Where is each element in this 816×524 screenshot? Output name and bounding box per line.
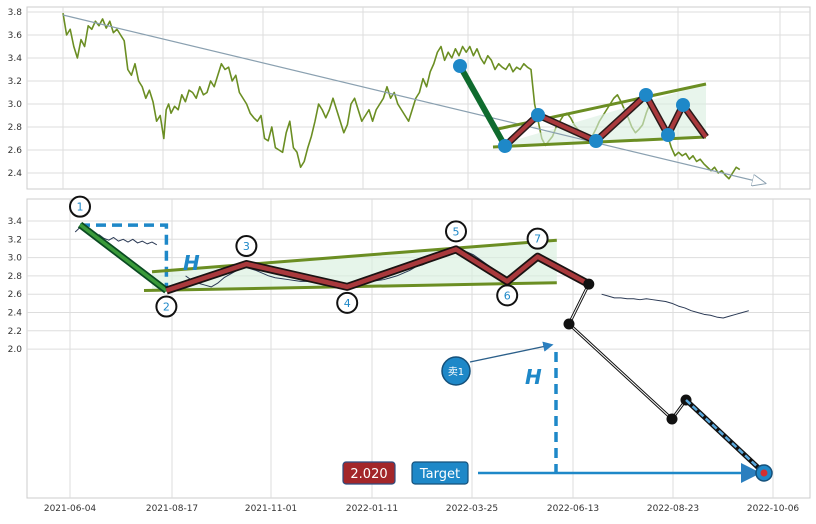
y-tick-label: 2.6 bbox=[8, 290, 23, 300]
pattern-point-marker bbox=[445, 220, 467, 243]
y-tick-label: 2.0 bbox=[8, 345, 23, 355]
pattern-point-marker bbox=[526, 227, 549, 250]
detail-plot-area bbox=[26, 198, 811, 499]
height-label-right: H bbox=[525, 365, 542, 389]
sell-arrow bbox=[469, 341, 554, 363]
detail-y-tick-labels: 2.0 2.2 2.4 2.6 2.8 3.0 3.2 3.4 bbox=[8, 217, 23, 355]
y-tick-label: 2.4 bbox=[8, 169, 23, 179]
zigzag-line bbox=[165, 247, 590, 293]
detail-x-tick-labels: 2021-06-04 2021-08-17 2021-11-01 2022-01-11… bbox=[44, 504, 800, 514]
pattern-point-marker bbox=[155, 295, 178, 318]
projection-dot bbox=[583, 278, 595, 290]
y-tick-label: 2.8 bbox=[8, 272, 23, 282]
y-tick-label: 3.4 bbox=[8, 54, 23, 64]
overview-grid bbox=[27, 7, 810, 189]
pattern-dot bbox=[639, 88, 653, 102]
height-measure-left bbox=[80, 223, 169, 291]
target-value-badge: 2.020 bbox=[342, 461, 396, 485]
x-tick-label: 2022-06-13 bbox=[547, 504, 599, 514]
y-tick-label: 3.0 bbox=[8, 100, 23, 110]
y-tick-label: 2.6 bbox=[8, 146, 23, 156]
pattern-point-label: 3 bbox=[243, 240, 250, 253]
pattern-point-label: 4 bbox=[344, 297, 351, 310]
pattern-dot bbox=[661, 128, 675, 142]
x-tick-label: 2022-10-06 bbox=[747, 504, 800, 514]
overview-y-tick-labels: 2.4 2.6 2.8 3.0 3.2 3.4 3.6 3.8 bbox=[8, 8, 23, 179]
trend-arrow bbox=[62, 14, 764, 183]
y-tick-label: 3.4 bbox=[8, 217, 23, 227]
y-tick-label: 2.8 bbox=[8, 123, 23, 133]
y-tick-label: 2.4 bbox=[8, 309, 23, 319]
projection-line bbox=[568, 283, 687, 420]
y-tick-label: 3.8 bbox=[8, 8, 23, 18]
sell-badge: 卖1 bbox=[441, 356, 471, 386]
height-label-left: H bbox=[183, 251, 200, 275]
detail-panel: 2.02.22.42.62.83.03.23.4 2021-06-04 2021-… bbox=[8, 195, 811, 514]
pattern-point-label: 2 bbox=[163, 301, 170, 314]
x-tick-label: 2022-03-25 bbox=[446, 504, 498, 514]
y-tick-label: 3.2 bbox=[8, 77, 22, 87]
projection-dot bbox=[666, 413, 678, 425]
pattern-point-label: 1 bbox=[77, 201, 84, 214]
triangle-fill-mini bbox=[505, 84, 706, 147]
detail-pattern-overlay bbox=[77, 221, 773, 483]
overview-panel: 2.4 2.6 2.8 3.0 3.2 3.4 3.6 3.8 bbox=[8, 6, 811, 190]
y-tick-label: 2.2 bbox=[8, 327, 22, 337]
x-tick-label: 2022-01-11 bbox=[346, 504, 398, 514]
target-value-text: 2.020 bbox=[350, 467, 387, 482]
pattern-point-marker bbox=[235, 235, 258, 258]
pattern-dot bbox=[676, 98, 690, 112]
pattern-point-label: 7 bbox=[534, 233, 541, 246]
overview-pattern-overlay bbox=[62, 14, 764, 183]
target-badge-text: Target bbox=[419, 467, 460, 482]
pattern-dot bbox=[531, 108, 545, 122]
y-tick-label: 3.2 bbox=[8, 235, 22, 245]
target-path-outline bbox=[684, 398, 766, 475]
resistance-line bbox=[151, 238, 557, 274]
target-circle-dot bbox=[760, 469, 768, 477]
flagpole-line bbox=[78, 223, 168, 292]
flagpole-line bbox=[457, 64, 508, 148]
pattern-point-marker bbox=[69, 195, 91, 218]
y-tick-label: 3.6 bbox=[8, 31, 23, 41]
price-line bbox=[601, 293, 749, 319]
pattern-point-labels: 1 2 3 4 5 6 7 bbox=[69, 195, 549, 318]
x-tick-label: 2021-06-04 bbox=[44, 504, 97, 514]
y-tick-label: 3.0 bbox=[8, 254, 23, 264]
pattern-dot bbox=[589, 134, 603, 148]
target-badge: Target bbox=[411, 461, 469, 485]
x-tick-label: 2021-08-17 bbox=[146, 504, 198, 514]
pattern-point-label: 5 bbox=[453, 225, 460, 238]
pattern-point-label: 6 bbox=[504, 289, 511, 302]
pattern-point-marker bbox=[496, 284, 519, 307]
pattern-point-marker bbox=[336, 291, 359, 314]
projection-dot bbox=[563, 318, 575, 330]
x-tick-label: 2021-11-01 bbox=[245, 504, 297, 514]
x-tick-label: 2022-08-23 bbox=[647, 504, 699, 514]
pattern-dot bbox=[498, 139, 512, 153]
pattern-dot bbox=[453, 59, 467, 73]
sell-badge-label: 卖1 bbox=[448, 366, 464, 378]
